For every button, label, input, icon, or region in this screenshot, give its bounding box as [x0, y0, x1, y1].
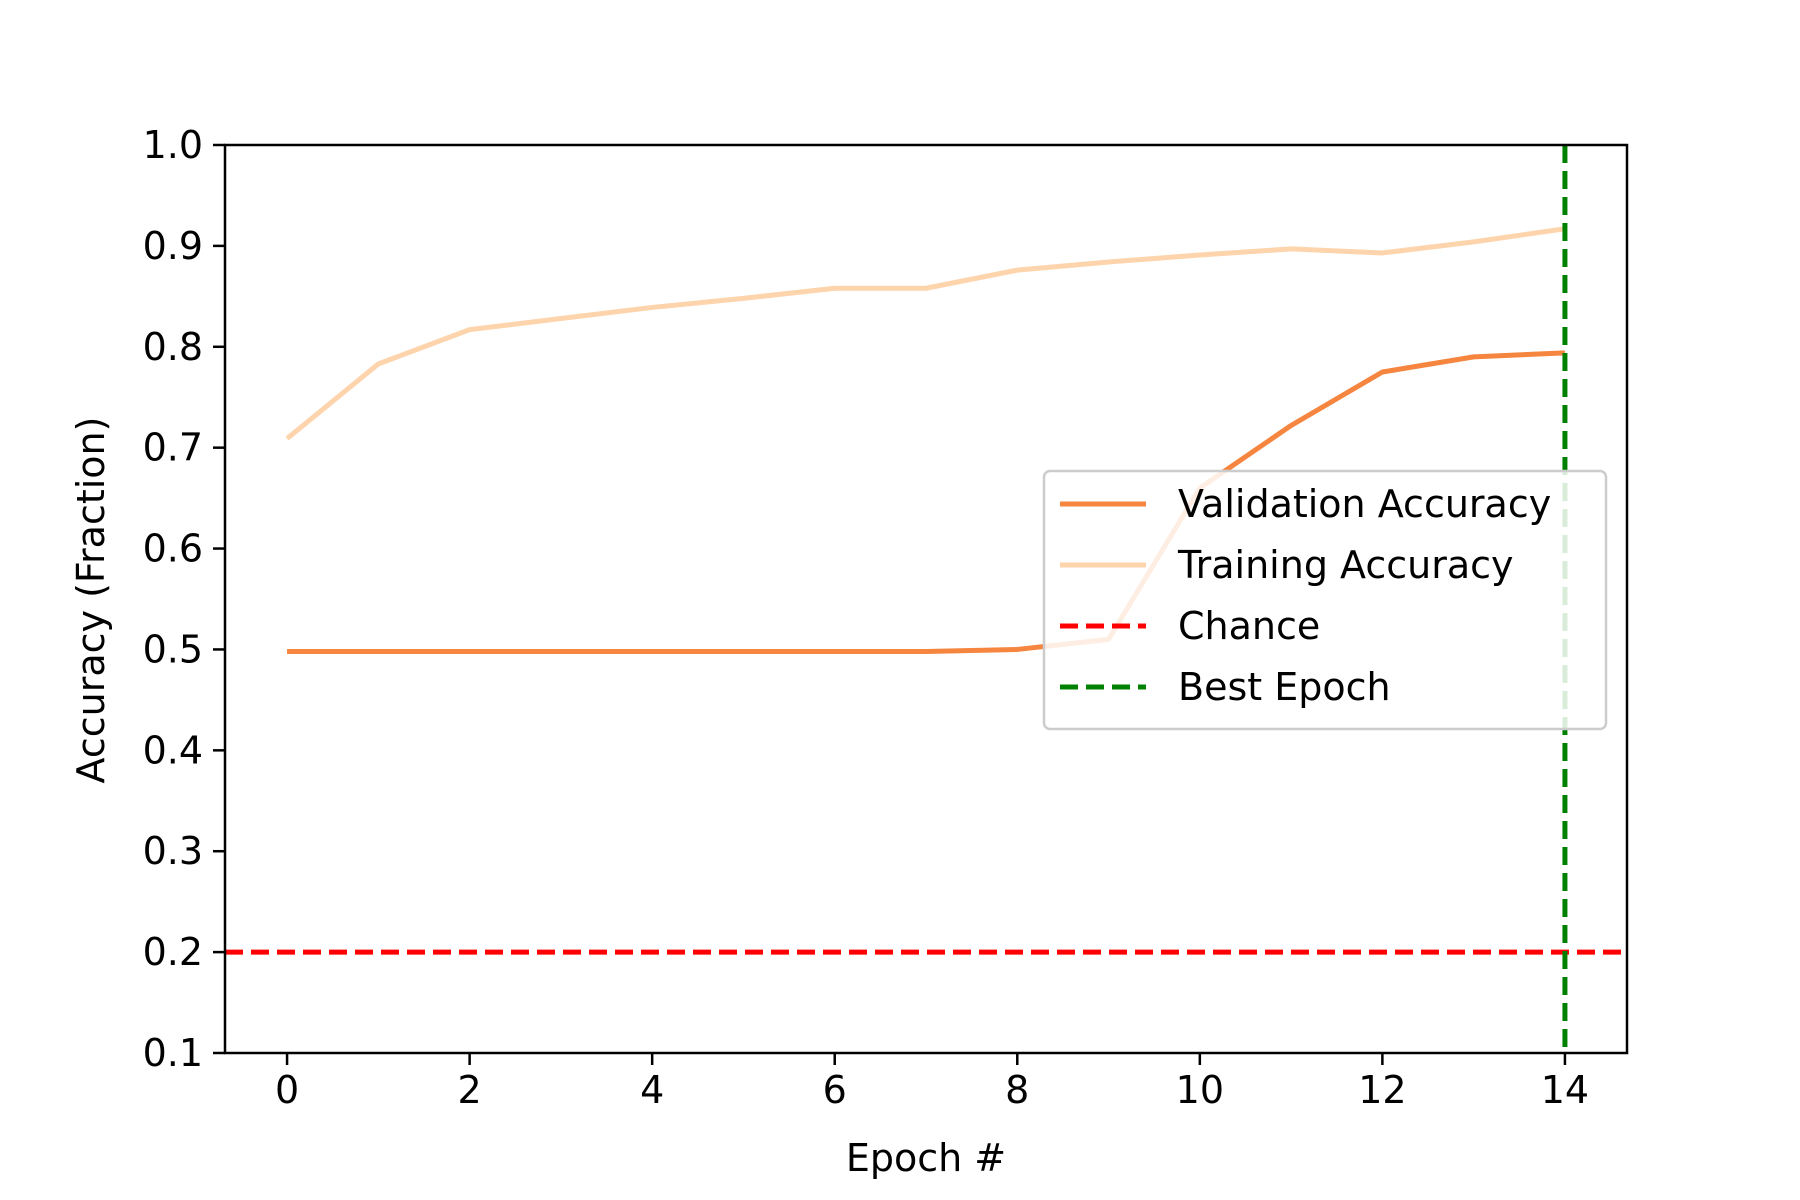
legend-label: Validation Accuracy — [1178, 482, 1551, 526]
y-tick-label: 0.9 — [143, 224, 203, 268]
legend-label: Best Epoch — [1178, 665, 1391, 709]
y-tick-label: 0.4 — [143, 728, 203, 772]
legend-label: Chance — [1178, 604, 1320, 648]
x-tick-label: 2 — [458, 1068, 482, 1112]
series-line-0 — [287, 350, 1566, 654]
y-tick-label: 0.3 — [143, 829, 203, 873]
y-axis-label: Accuracy (Fraction) — [69, 417, 113, 784]
x-tick-label: 4 — [640, 1068, 664, 1112]
y-tick-label: 0.8 — [143, 325, 203, 369]
x-tick-label: 12 — [1358, 1068, 1406, 1112]
legend: Validation Accuracy Training Accuracy Chan… — [1042, 469, 1608, 731]
y-axis: 0.1 0.2 0.3 0.4 0.5 0.6 0.7 0.8 0.9 1.0 — [143, 123, 225, 1075]
x-tick-label: 14 — [1541, 1068, 1589, 1112]
x-axis-label: Epoch # — [846, 1136, 1006, 1180]
y-tick-label: 0.2 — [143, 930, 203, 974]
y-tick-label: 0.6 — [143, 527, 203, 571]
series-line-1 — [285, 226, 1566, 441]
y-tick-label: 1.0 — [143, 123, 203, 167]
y-tick-label: 0.1 — [143, 1031, 203, 1075]
x-tick-label: 8 — [1005, 1068, 1029, 1112]
x-tick-label: 0 — [275, 1068, 299, 1112]
legend-label: Training Accuracy — [1177, 543, 1514, 587]
y-tick-label: 0.7 — [143, 426, 203, 470]
legend-box — [1042, 469, 1608, 731]
x-axis: 0 2 4 6 8 10 12 14 — [275, 1053, 1589, 1112]
plot-frame — [223, 143, 1629, 1055]
x-tick-label: 10 — [1176, 1068, 1224, 1112]
x-tick-label: 6 — [823, 1068, 847, 1112]
y-tick-label: 0.5 — [143, 627, 203, 671]
